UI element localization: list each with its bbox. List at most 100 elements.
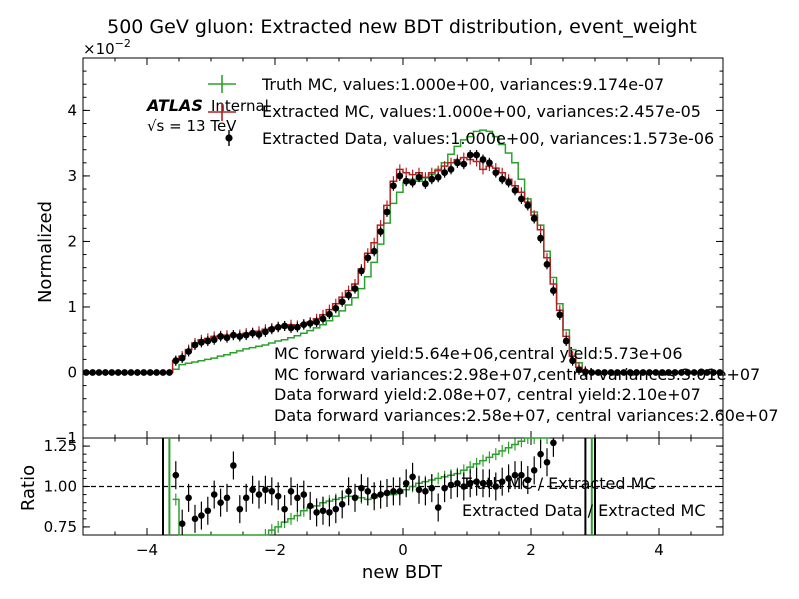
data-point	[140, 369, 148, 376]
data-ratio-point	[550, 439, 557, 447]
data-point	[108, 369, 116, 376]
data-ratio-point	[466, 479, 474, 487]
data-ratio-point	[358, 484, 365, 492]
data-ratio-point	[351, 494, 359, 502]
data-ratio-point	[364, 488, 372, 495]
chart-title: 500 GeV gluon: Extracted new BDT distrib…	[107, 16, 697, 38]
data-point	[582, 368, 589, 376]
data-point	[396, 172, 404, 180]
data-point	[556, 311, 564, 319]
ratio-plot: −4 −2 0 2 4 0.75 1.00 1.25	[44, 437, 724, 559]
data-ratio-point	[537, 450, 544, 458]
data-point	[134, 369, 141, 376]
data-ratio-point	[313, 509, 320, 516]
data-ratio-point	[486, 479, 493, 487]
data-ratio-point	[492, 483, 500, 490]
data-ratio-point	[255, 491, 263, 498]
data-point	[466, 151, 474, 159]
y-tick-label: 3	[67, 167, 77, 185]
data-point	[486, 159, 493, 167]
data-ratio-point	[191, 515, 199, 523]
data-ratio-point	[236, 505, 244, 513]
y-tick-label: 2	[67, 232, 77, 250]
data-point	[658, 369, 666, 376]
data-ratio-point	[217, 499, 224, 506]
data-point	[204, 337, 212, 345]
data-point	[255, 331, 263, 338]
data-ratio-point	[294, 494, 301, 502]
data-point	[82, 369, 90, 376]
data-point	[575, 366, 583, 374]
ratio-legend: Truth MC / Extracted MC Extracted Data /…	[461, 474, 706, 520]
data-ratio-point	[230, 462, 237, 469]
data-point	[620, 369, 628, 376]
data-point	[524, 202, 532, 209]
data-point	[326, 310, 333, 318]
legend-label-extracted-data: Extracted Data, values:1.000e+00, varian…	[262, 129, 714, 148]
stats-line-2: MC forward variances:2.98e+07,central va…	[274, 365, 760, 384]
data-point	[614, 369, 621, 376]
data-point	[473, 151, 480, 159]
data-ratio-point	[338, 500, 346, 508]
data-point	[242, 331, 250, 339]
data-point	[185, 348, 193, 355]
y-tick-label: 1.00	[44, 478, 77, 496]
data-ratio-point	[287, 488, 295, 495]
data-ratio-point	[274, 492, 282, 500]
data-ratio-point	[460, 483, 468, 490]
data-point	[479, 156, 487, 163]
main-legend: Truth MC, values:1.000e+00, variances:9.…	[208, 75, 714, 148]
data-point	[652, 369, 660, 376]
stats-line-1: MC forward yield:5.64e+06,central yield:…	[274, 344, 683, 363]
data-point	[671, 369, 679, 376]
data-point	[690, 369, 698, 376]
y-scale-power: −2	[115, 37, 131, 50]
legend-entry-extracted-data: Extracted Data, values:1.000e+00, varian…	[225, 129, 714, 148]
data-ratio-point	[511, 471, 519, 479]
data-point	[210, 336, 218, 344]
data-ratio-point	[415, 486, 423, 494]
data-point	[633, 369, 640, 376]
data-point	[377, 228, 384, 236]
data-point	[294, 323, 301, 331]
legend-entry-extracted-mc: Extracted MC, values:1.000e+00, variance…	[208, 102, 701, 121]
data-point	[223, 334, 231, 342]
data-point	[511, 186, 519, 194]
data-point	[646, 369, 653, 376]
data-point	[146, 369, 154, 376]
data-point	[428, 175, 436, 183]
data-point	[588, 369, 596, 376]
data-ratio-point	[498, 478, 506, 485]
data-point	[89, 369, 96, 376]
y-tick-label: 0.75	[44, 518, 77, 536]
data-point	[390, 182, 397, 190]
data-point	[562, 337, 570, 345]
truth-mc-histogram	[83, 129, 723, 374]
data-ratio-point	[396, 488, 404, 495]
legend-label-truth: Truth MC, values:1.000e+00, variances:9.…	[261, 75, 664, 94]
energy-text: √s = 13 TeV	[147, 117, 237, 135]
data-point	[441, 169, 448, 177]
data-point	[569, 357, 576, 365]
x-tick-label: 4	[654, 541, 664, 559]
data-ratio-point	[454, 479, 461, 487]
data-point	[518, 195, 525, 203]
y-scale-label: ×10−2	[83, 37, 131, 58]
data-point	[236, 333, 244, 340]
data-ratio-point	[300, 491, 308, 498]
data-point	[498, 175, 506, 183]
data-ratio-point	[198, 512, 205, 519]
data-ratio-point	[402, 479, 410, 487]
data-ratio-point	[370, 492, 378, 500]
data-ratio-point	[306, 502, 314, 510]
data-ratio-point	[268, 488, 276, 495]
data-point	[166, 369, 173, 376]
data-point	[716, 369, 724, 376]
x-axis-label: new BDT	[362, 562, 443, 583]
data-ratio-point	[242, 494, 250, 502]
legend-entry-truth: Truth MC, values:1.000e+00, variances:9.…	[208, 75, 664, 94]
data-ratio-point	[422, 488, 429, 495]
x-tick-label: −4	[136, 541, 158, 559]
data-ratio-point	[473, 478, 480, 485]
data-point	[594, 369, 602, 376]
